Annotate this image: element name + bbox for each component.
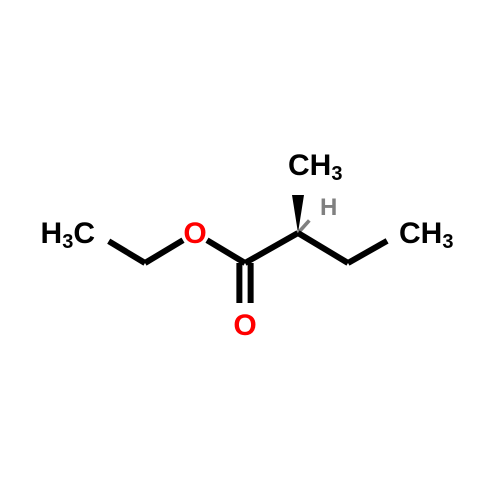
atom-label: CH3 xyxy=(288,149,342,185)
atom-label: O xyxy=(183,217,206,250)
atom-label: CH3 xyxy=(399,217,453,253)
atom-label: H3C xyxy=(41,217,95,253)
atom-label: O xyxy=(233,309,256,342)
molecule-diagram: H3C O O CH3 H CH3 xyxy=(0,0,500,500)
atom-label: H xyxy=(320,194,337,221)
